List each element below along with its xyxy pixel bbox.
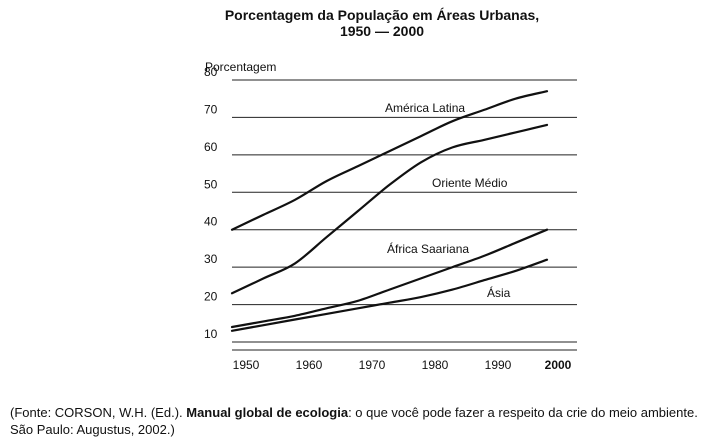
series-line-america-latina: [230, 90, 549, 231]
x-tick-label-1990: 1990: [485, 358, 512, 372]
y-tick-label-60: 60: [204, 140, 218, 154]
series-label-africa-saariana: África Saariana: [387, 241, 469, 256]
series-label-america-latina: América Latina: [385, 101, 465, 115]
series-line-oriente-medio: [230, 123, 549, 295]
gridlines: [232, 79, 577, 351]
y-tick-labels: 10 20 30 40 50 60 70 80: [204, 65, 218, 341]
chart-figure: Porcentagem da População em Áreas Urbana…: [204, 7, 577, 372]
caption-suffix: : o que você pode fazer a respeito da cr…: [10, 405, 698, 437]
series-line-asia: [230, 258, 549, 332]
y-tick-label-70: 70: [204, 102, 218, 116]
x-tick-label-2000: 2000: [545, 358, 572, 372]
line-chart: Porcentagem da População em Áreas Urbana…: [204, 7, 577, 372]
x-tick-label-1960: 1960: [296, 358, 323, 372]
source-caption: (Fonte: CORSON, W.H. (Ed.). Manual globa…: [10, 404, 710, 438]
x-tick-label-1980: 1980: [422, 358, 449, 372]
series-label-oriente-medio: Oriente Médio: [432, 176, 508, 190]
series-line-africa-saariana: [230, 228, 549, 329]
chart-subtitle: 1950 — 2000: [340, 23, 424, 39]
y-axis-label: Porcentagem: [205, 60, 276, 74]
x-tick-label-1970: 1970: [359, 358, 386, 372]
caption-prefix: (Fonte: CORSON, W.H. (Ed.).: [10, 405, 187, 420]
series-labels: América Latina Oriente Médio África Saaria…: [385, 101, 511, 300]
y-tick-label-40: 40: [204, 215, 218, 229]
x-tick-labels: 1950 1960 1970 1980 1990 2000: [233, 358, 572, 372]
y-tick-label-50: 50: [204, 177, 218, 191]
y-tick-label-80: 80: [204, 65, 218, 79]
caption-book-title: Manual global de ecologia: [186, 405, 349, 420]
y-tick-label-10: 10: [204, 327, 218, 341]
y-tick-label-30: 30: [204, 252, 218, 266]
series-label-asia: Ásia: [487, 285, 511, 300]
series-lines: [230, 90, 549, 332]
x-tick-label-1950: 1950: [233, 358, 260, 372]
y-tick-label-20: 20: [204, 290, 218, 304]
chart-title: Porcentagem da População em Áreas Urbana…: [225, 7, 539, 23]
